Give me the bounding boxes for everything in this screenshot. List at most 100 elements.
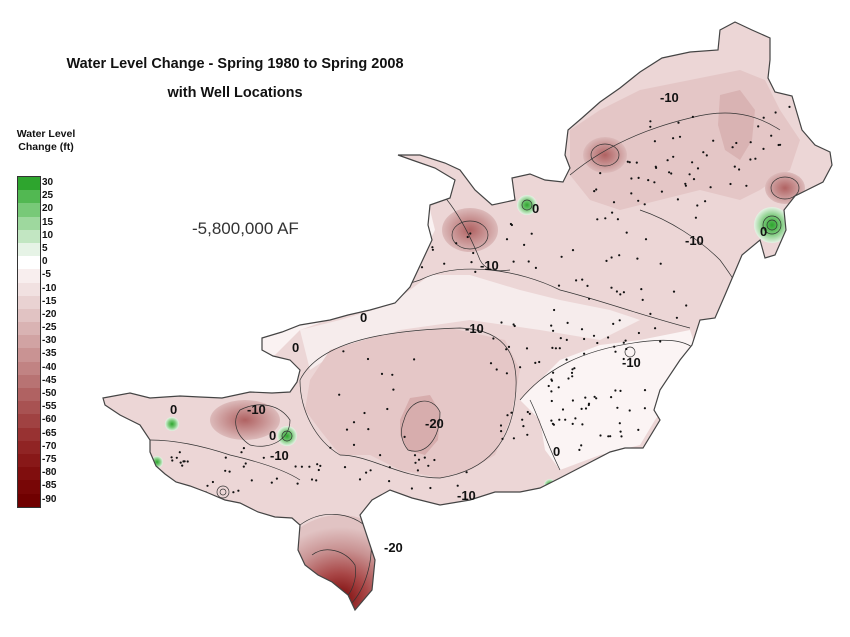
- well-dot: [510, 223, 513, 227]
- well-dot: [605, 259, 608, 262]
- well-dot: [619, 430, 622, 433]
- legend-swatch: [18, 493, 40, 507]
- legend-swatch: [18, 453, 40, 468]
- well-dot: [352, 421, 356, 424]
- well-dot: [392, 388, 395, 391]
- well-dot: [731, 146, 734, 149]
- well-dot: [637, 331, 641, 335]
- legend-swatch: [18, 480, 40, 494]
- well-dot: [612, 322, 615, 325]
- well-dot: [596, 218, 599, 221]
- legend-swatch: [18, 348, 40, 362]
- legend-label: -75: [42, 453, 57, 465]
- mound-west: [277, 426, 297, 446]
- well-dot: [270, 481, 273, 484]
- well-dot: [580, 444, 583, 447]
- well-dot: [643, 203, 646, 206]
- well-dot: [616, 406, 619, 409]
- well-dot: [653, 181, 656, 184]
- well-dot: [588, 297, 591, 300]
- legend-swatch: [18, 388, 40, 402]
- legend-swatch: [18, 401, 40, 415]
- well-dot: [182, 460, 185, 463]
- legend-swatch: [18, 295, 40, 309]
- well-dot: [178, 451, 181, 454]
- legend-label: -55: [42, 401, 57, 413]
- well-dot: [637, 176, 640, 179]
- legend-title-line-2: Change (ft): [18, 141, 74, 153]
- legend-label: -15: [42, 295, 57, 307]
- legend-label: -50: [42, 388, 57, 399]
- depression-south-cone: [275, 515, 405, 610]
- well-dot: [733, 165, 736, 168]
- well-dot: [459, 503, 463, 506]
- legend-label: 0: [42, 256, 48, 268]
- contour-label: 0: [292, 340, 299, 355]
- well-dot: [417, 458, 421, 461]
- well-dot: [626, 160, 629, 163]
- legend-label: 20: [42, 203, 54, 215]
- contour-label: 0: [269, 428, 276, 443]
- depression-west: [210, 400, 280, 440]
- legend-title-line-1: Water Level: [16, 128, 76, 140]
- well-dot: [574, 417, 577, 420]
- legend-label: -5: [42, 269, 51, 281]
- legend-label: -70: [42, 440, 57, 452]
- well-dot: [240, 451, 243, 454]
- well-dot: [712, 139, 715, 142]
- well-dot: [610, 256, 613, 259]
- well-dot: [596, 341, 599, 345]
- well-dot: [181, 464, 184, 467]
- well-dot: [593, 190, 596, 193]
- well-dot: [565, 358, 568, 361]
- well-dot: [649, 312, 652, 315]
- well-dot: [678, 135, 682, 138]
- well-dot: [550, 390, 553, 393]
- well-dot: [587, 403, 590, 407]
- well-dot: [526, 433, 529, 436]
- zone-near-zero-east: [520, 330, 700, 470]
- well-dot: [625, 347, 628, 351]
- contour-label: -10: [457, 488, 476, 503]
- well-dot: [654, 165, 657, 168]
- well-dot: [637, 199, 640, 202]
- well-dot: [391, 373, 394, 376]
- contour-label: 0: [360, 310, 367, 325]
- well-dot: [595, 397, 598, 400]
- well-dot: [380, 372, 384, 375]
- well-dot: [702, 151, 705, 154]
- well-dot: [228, 470, 231, 473]
- well-dot: [688, 173, 691, 176]
- well-dot: [622, 341, 625, 344]
- well-dot: [630, 192, 633, 195]
- well-dot: [423, 456, 426, 459]
- well-dot: [416, 469, 419, 472]
- legend-swatch: [18, 269, 40, 283]
- well-dot: [528, 412, 531, 415]
- contour-label: -10: [660, 90, 679, 105]
- well-dot: [315, 479, 318, 482]
- well-dot: [469, 232, 472, 235]
- well-dot: [550, 378, 553, 381]
- well-dot: [558, 347, 561, 350]
- well-dot: [506, 414, 509, 417]
- well-dot: [561, 408, 565, 411]
- well-dot: [379, 454, 382, 457]
- well-dot: [654, 327, 657, 330]
- well-dot: [170, 456, 173, 459]
- well-dot: [557, 386, 560, 389]
- well-locations: [170, 105, 791, 506]
- well-dot: [677, 121, 680, 124]
- well-dot: [400, 502, 403, 505]
- well-dot: [614, 389, 617, 392]
- well-dot: [237, 489, 240, 492]
- well-dot: [388, 466, 391, 469]
- well-dot: [635, 161, 638, 164]
- legend-label: -60: [42, 414, 57, 426]
- mound-north: [517, 195, 537, 215]
- contour-label: -10: [247, 402, 266, 417]
- well-dot: [660, 190, 664, 193]
- well-dot: [466, 235, 469, 239]
- well-dot: [186, 460, 189, 463]
- well-dot: [571, 422, 574, 425]
